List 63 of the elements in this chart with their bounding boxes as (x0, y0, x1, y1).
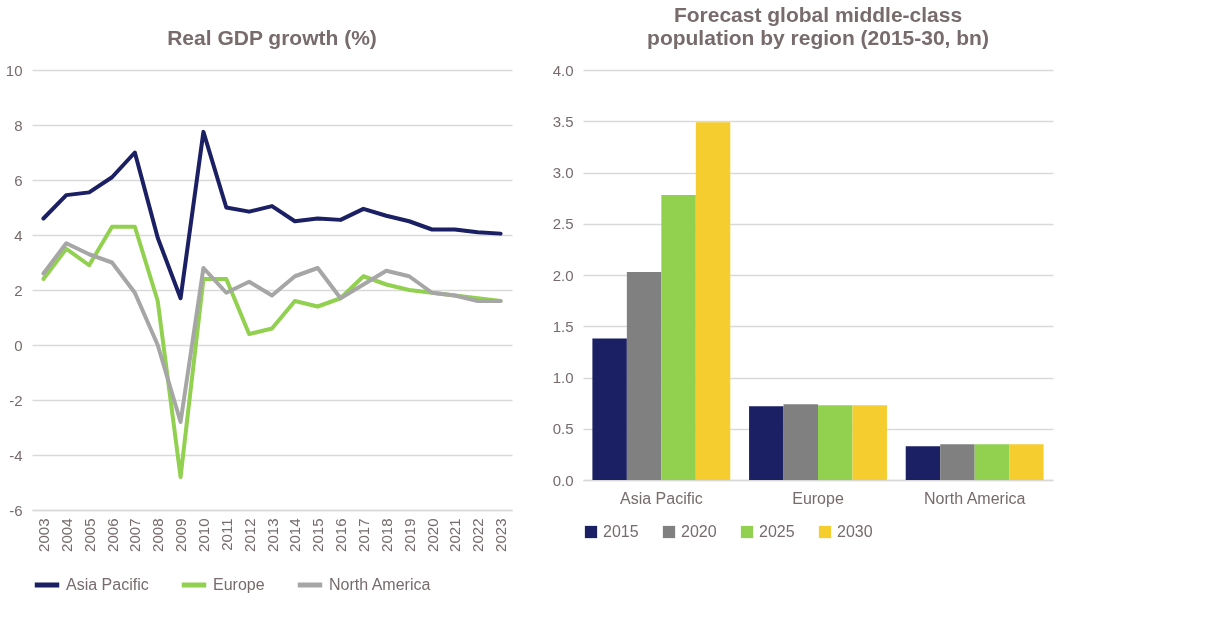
line-series (41, 129, 503, 301)
bar (749, 406, 784, 480)
bar (940, 444, 975, 480)
bar (626, 271, 662, 480)
y-tick-label: 10 (5, 61, 23, 79)
x-tick-label: 2015 (309, 518, 327, 552)
chart-title: Forecast global middle-class population by region (2015-30, bn) (647, 3, 989, 49)
y-tick-label: 2.5 (552, 215, 574, 233)
line-series (41, 241, 503, 424)
chart-title: Real GDP growth (%) (167, 26, 377, 49)
x-tick-label: 2023 (492, 518, 510, 552)
y-tick-label: 2 (14, 281, 23, 299)
x-tick-label: 2012 (240, 518, 258, 552)
x-tick-label: Asia Pacific (619, 489, 703, 507)
x-tick-label: 2019 (400, 518, 418, 552)
x-tick-label: 2005 (80, 518, 98, 552)
y-tick-label: -4 (9, 446, 23, 464)
legend-label: Europe (213, 576, 265, 593)
x-tick-label: 2020 (423, 518, 441, 552)
y-tick-label: 0.5 (552, 420, 574, 438)
x-tick-label: 2010 (194, 518, 212, 552)
x-tick-label: 2021 (446, 518, 464, 552)
y-tick-label: 1.0 (552, 369, 574, 386)
x-tick-label: 2022 (469, 518, 487, 552)
y-tick-label: 0 (14, 336, 23, 354)
bar (661, 195, 696, 480)
legend-label: 2030 (837, 523, 873, 540)
x-tick-label: 2003 (34, 518, 52, 552)
y-tick-label: 4 (14, 226, 23, 244)
x-tick-label: 2017 (354, 518, 372, 552)
bar (852, 405, 887, 480)
y-tick-label: 4.0 (552, 61, 574, 79)
x-tick-label: 2004 (57, 518, 75, 552)
x-tick-label: 2006 (103, 518, 121, 552)
x-tick-label: 2007 (126, 518, 144, 552)
y-tick-label: 3.5 (552, 112, 574, 130)
bar (1009, 444, 1044, 480)
y-tick-label: -6 (9, 501, 23, 519)
x-tick-label: 2018 (377, 518, 395, 552)
legend-label: Asia Pacific (66, 576, 149, 593)
bar (974, 444, 1010, 480)
bar (783, 404, 818, 480)
bar (592, 338, 627, 480)
x-tick-label: 2013 (263, 518, 281, 552)
y-tick-label: 6 (14, 171, 23, 189)
y-tick-label: 0.0 (552, 471, 574, 489)
x-tick-label: Europe (792, 489, 844, 507)
x-tick-label: 2016 (332, 518, 350, 552)
legend-label: 2025 (759, 523, 795, 540)
y-tick-label: -2 (9, 391, 23, 409)
y-tick-label: 3.0 (552, 164, 574, 181)
y-tick-label: 2.0 (552, 266, 574, 284)
x-tick-label: North America (923, 489, 1026, 507)
y-tick-label: 1.5 (552, 317, 574, 335)
y-tick-label: 8 (14, 116, 23, 134)
legend-label: North America (329, 576, 431, 593)
x-tick-label: 2014 (286, 518, 304, 552)
x-tick-label: 2011 (217, 518, 235, 551)
bar (818, 405, 853, 480)
x-tick-label: 2008 (149, 518, 167, 552)
bar (905, 446, 941, 480)
x-tick-label: 2009 (172, 518, 190, 552)
bar (695, 122, 731, 480)
